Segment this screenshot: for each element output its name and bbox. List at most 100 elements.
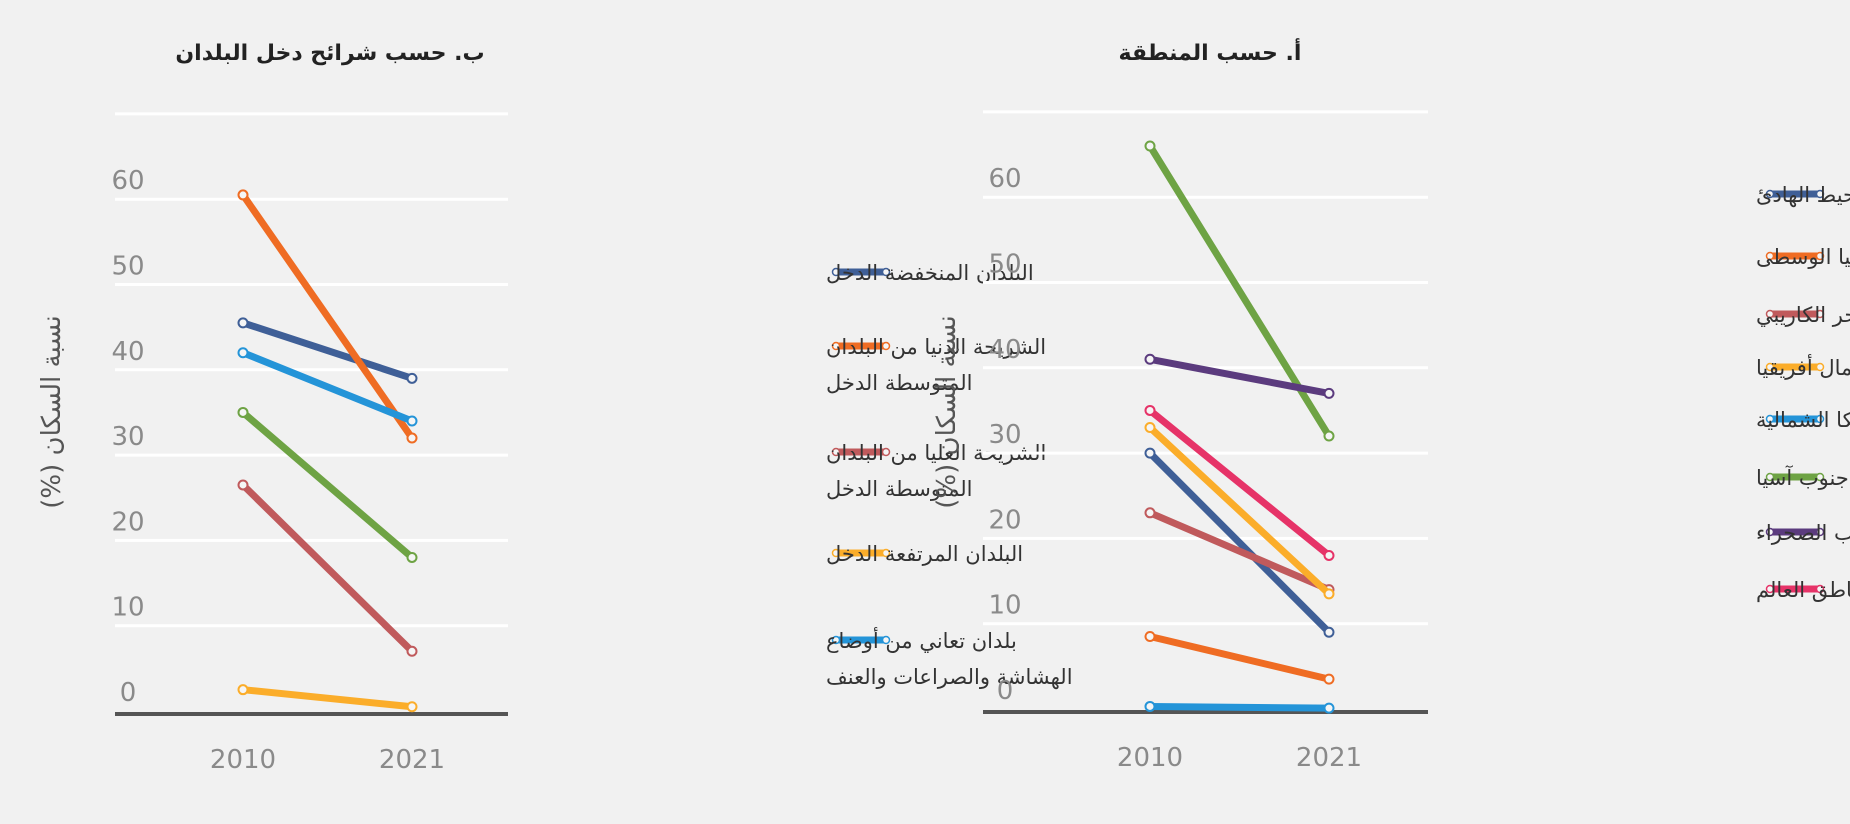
x-tick-label: 2010 (1117, 743, 1183, 773)
y-tick-label: 20 (988, 505, 1021, 535)
data-point (1144, 630, 1156, 642)
data-point (1323, 549, 1335, 561)
data-point (237, 479, 249, 491)
panel-region-y-axis-label: نسبة السكان (%) (932, 315, 962, 508)
legend-swatch-point (881, 447, 891, 457)
x-tick-label: 2021 (379, 745, 445, 775)
data-point (237, 347, 249, 359)
legend-label: الشريحة العليا من البلدان المتوسطة الدخل (826, 441, 1046, 501)
y-tick-label: 10 (111, 593, 144, 623)
legend-item: الشريحة العليا من البلدان المتوسطة الدخل (826, 441, 1046, 501)
data-point (1323, 588, 1335, 600)
legend-item: الشرق الأوسط وشمال أفريقيا (1756, 354, 1850, 380)
series-line-3 (1144, 422, 1335, 600)
legend-label: جنوب آسيا (1756, 465, 1849, 490)
legend-swatch-point (831, 447, 841, 457)
x-tick-label: 2010 (210, 745, 276, 775)
panel-region-title: أ. حسب المنطقة (1119, 37, 1302, 66)
data-point (1144, 422, 1156, 434)
legend-label: أمريكا الشمالية (1756, 406, 1850, 432)
legend-label: شرق آسيا والمحيط الهادئ (1756, 182, 1850, 207)
legend-label: أفريقيا جنوب الصحراء (1756, 519, 1850, 545)
series-segment (239, 408, 416, 561)
data-point (237, 317, 249, 329)
legend-swatch-point (1815, 189, 1825, 199)
legend-item: أمريكا الشمالية (1756, 406, 1850, 432)
series-segment (239, 686, 416, 711)
legend-item: البلدان المرتفعة الدخل (826, 542, 1023, 566)
legend-swatch-point (1815, 414, 1825, 424)
series-line-7 (1144, 404, 1335, 561)
series-line-6 (1144, 353, 1335, 399)
legend-label: بلدان تعاني من أوضاع الهشاشة والصراعات وا… (826, 627, 1073, 689)
data-point (406, 701, 418, 713)
legend-swatch-point (1765, 584, 1775, 594)
panel-income-title: ب. حسب شرائح دخل البلدان (175, 41, 484, 66)
legend-item: الشريحة الدنيا من البلدان المتوسطة الدخل (826, 335, 1046, 395)
series-segment (239, 319, 416, 382)
legend-label: البلدان المرتفعة الدخل (826, 542, 1023, 566)
series-segment (1146, 509, 1333, 594)
data-point (406, 551, 418, 563)
data-point (1144, 700, 1156, 712)
series-segment (1146, 406, 1333, 559)
legend-item: أوروبا وآسيا الوسطى (1756, 243, 1850, 269)
legend-item: أفريقيا جنوب الصحراء (1756, 519, 1850, 545)
legend-swatch-point (881, 548, 891, 558)
panel-region-y-ticks: 0 10 20 30 40 50 60 (988, 164, 1021, 706)
data-point (406, 415, 418, 427)
series-segment (239, 349, 416, 425)
legend-swatch-point (881, 267, 891, 277)
x-tick-label: 2021 (1296, 743, 1362, 773)
legend-label: أوروبا وآسيا الوسطى (1756, 243, 1850, 269)
panel-region-series (1144, 140, 1335, 714)
legend-swatch-point (1815, 527, 1825, 537)
data-point (237, 189, 249, 201)
legend-item: جنوب آسيا (1756, 465, 1849, 490)
y-tick-label: 30 (111, 422, 144, 452)
legend-label: أمريكا اللاتينية والبحر الكاريبي (1756, 301, 1850, 327)
series-segment (1146, 355, 1333, 397)
data-point (406, 372, 418, 384)
legend-swatch-point (1815, 472, 1825, 482)
legend-label: الشريحة الدنيا من البلدان المتوسطة الدخل (826, 335, 1046, 395)
series-line-3 (237, 684, 418, 713)
series-segment (1146, 142, 1333, 440)
series-line-1 (237, 189, 418, 444)
y-tick-label: 40 (111, 337, 144, 367)
panel-income-series (237, 189, 418, 713)
data-point (237, 684, 249, 696)
legend-label: مناطق العالم (1756, 578, 1850, 603)
legend-swatch-point (1815, 362, 1825, 372)
panel-income-gridlines (115, 112, 508, 716)
series-line-4 (1144, 700, 1335, 714)
legend-swatch-point (881, 635, 891, 645)
y-tick-label: 50 (111, 252, 144, 282)
y-tick-label: 60 (111, 166, 144, 196)
series-line-0 (1144, 447, 1335, 638)
series-line-4 (237, 347, 418, 427)
legend-swatch-point (881, 341, 891, 351)
series-line-0 (237, 317, 418, 384)
legend-swatch-point (1765, 414, 1775, 424)
legend-swatch-point (1765, 362, 1775, 372)
series-segment (1146, 632, 1333, 683)
legend-swatch-point (831, 341, 841, 351)
y-tick-label: 40 (988, 335, 1021, 365)
series-segment (1146, 702, 1333, 712)
data-point (1144, 140, 1156, 152)
panel-region-x-ticks: 2010 2021 (1117, 743, 1362, 773)
panel-region: أ. حسب المنطقة نسبة السكان (%) 0 10 20 30 40… (932, 37, 1850, 773)
y-tick-label: 0 (997, 676, 1014, 706)
panel-region-gridlines (983, 110, 1428, 714)
data-point (1144, 404, 1156, 416)
legend-swatch-point (831, 548, 841, 558)
panel-income: ب. حسب شرائح دخل البلدان نسبة السكان (%)… (37, 41, 1073, 775)
series-segment (239, 481, 416, 655)
data-point (1323, 673, 1335, 685)
y-tick-label: 10 (988, 591, 1021, 621)
legend-item: بلدان تعاني من أوضاع الهشاشة والصراعات وا… (826, 627, 1073, 689)
legend-swatch-point (1765, 189, 1775, 199)
legend-swatch-point (1765, 527, 1775, 537)
